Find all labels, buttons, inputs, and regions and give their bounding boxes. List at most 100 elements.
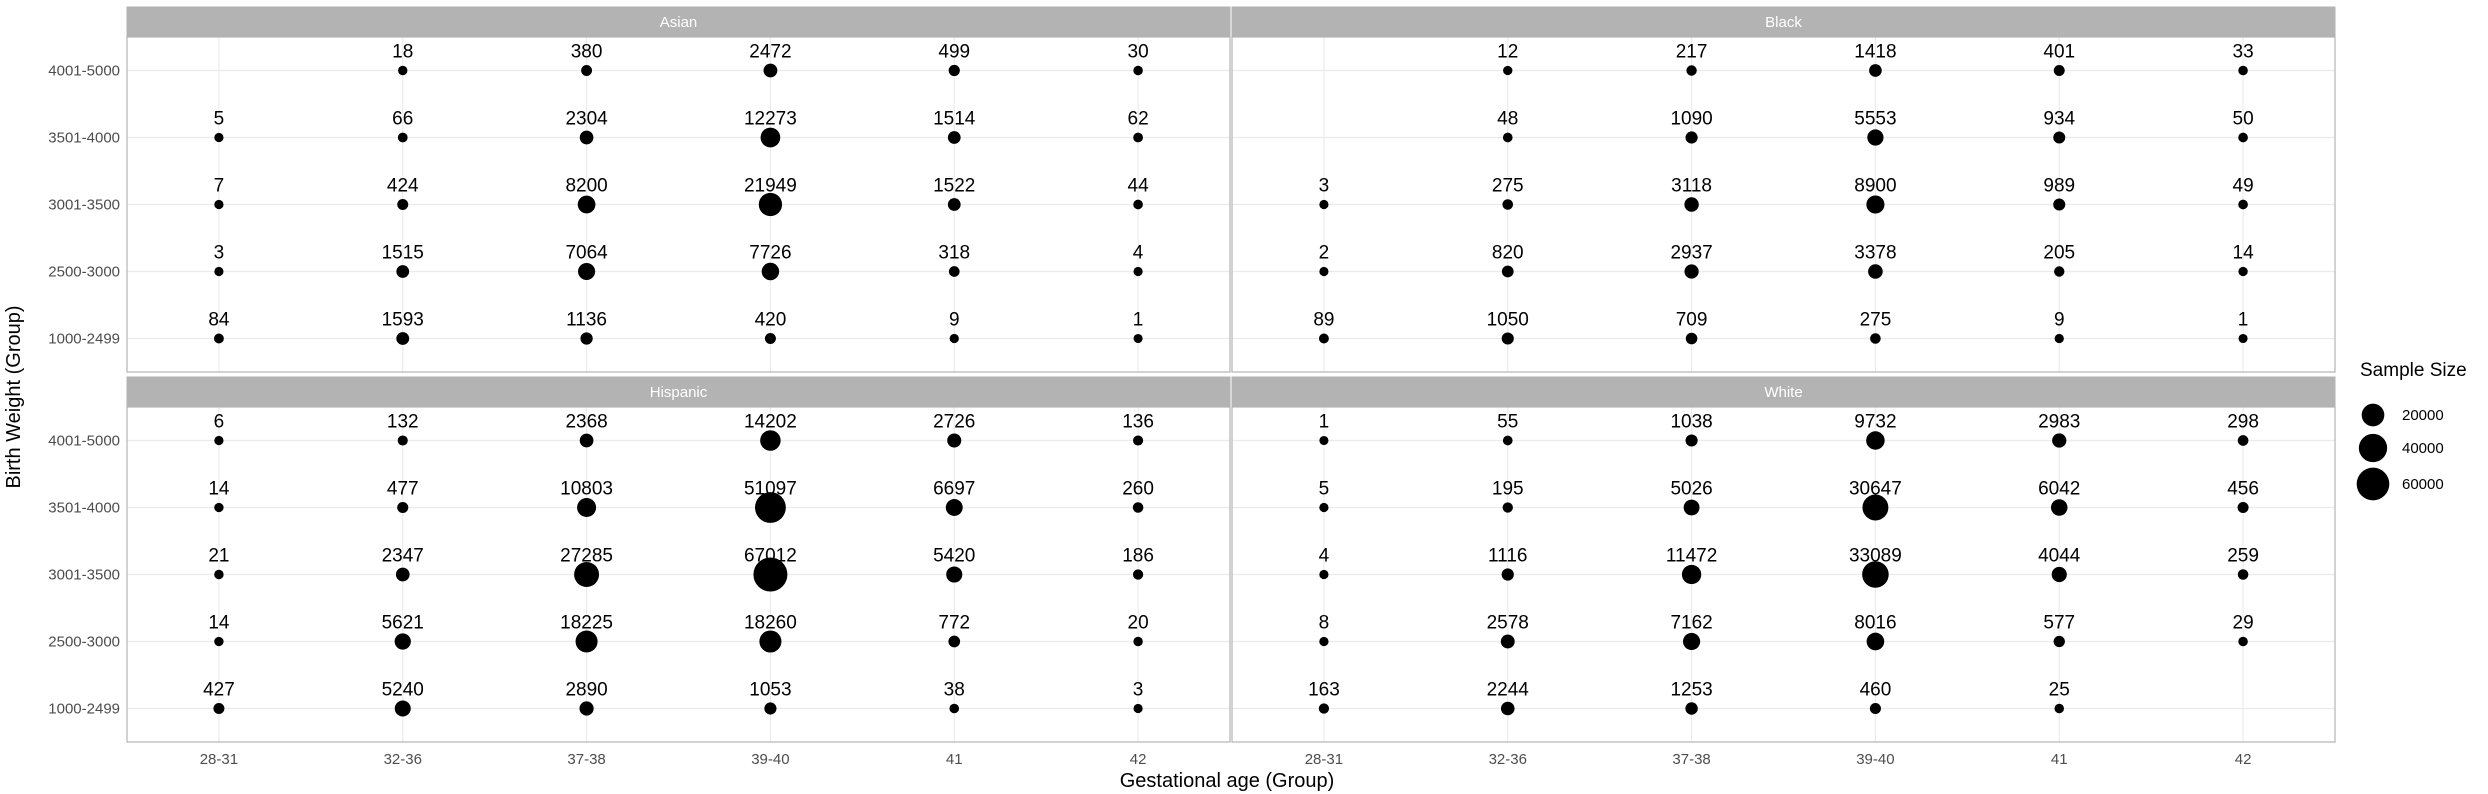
facet-strip-label: Asian (660, 14, 698, 31)
data-point (2238, 199, 2248, 210)
data-label: 51097 (744, 479, 797, 500)
data-point (1319, 569, 1329, 580)
data-label: 10803 (560, 479, 613, 500)
x-tick-label: 37-38 (567, 751, 605, 768)
data-point (1318, 333, 1329, 344)
data-label: 205 (2043, 243, 2075, 264)
data-label: 259 (2227, 546, 2259, 567)
data-label: 30647 (1849, 479, 1902, 500)
data-point (1866, 632, 1885, 651)
data-label: 2304 (565, 109, 608, 130)
data-point (1685, 702, 1698, 715)
data-point (1867, 129, 1884, 146)
facet-white: White 163 2244 1253 460 25 8 2578 7162 8016 577 29 4… (1231, 376, 2336, 768)
data-label: 1090 (1670, 109, 1712, 130)
legend-key (2361, 403, 2385, 427)
data-label: 298 (2227, 412, 2259, 433)
data-point (1133, 65, 1143, 76)
data-label: 3 (1133, 680, 1144, 701)
panel-border (1231, 406, 2336, 743)
data-label: 1136 (566, 310, 607, 331)
data-point (394, 700, 411, 717)
data-label: 2726 (933, 412, 975, 433)
data-label: 1514 (933, 109, 976, 130)
data-point (1502, 435, 1513, 446)
data-label: 4 (1319, 546, 1330, 567)
data-label: 772 (938, 613, 970, 634)
data-label: 20 (1128, 613, 1149, 634)
data-label: 1053 (749, 680, 791, 701)
data-label: 27285 (560, 546, 613, 567)
data-point (1319, 502, 1329, 513)
y-tick-label: 4001-5000 (48, 63, 120, 80)
data-label: 33 (2233, 42, 2254, 63)
data-point (578, 262, 596, 281)
data-label: 21949 (744, 176, 797, 197)
data-label: 89 (1313, 310, 1334, 331)
data-point (2238, 636, 2248, 647)
data-point (1866, 431, 1885, 450)
y-axis-title: Birth Weight (Group) (3, 305, 25, 488)
data-point (1685, 131, 1698, 144)
data-point (2051, 566, 2067, 583)
data-point (394, 633, 411, 650)
data-point (763, 63, 778, 78)
data-label: 427 (203, 680, 235, 701)
data-point (947, 198, 961, 211)
data-point (1133, 199, 1143, 210)
data-label: 1 (1133, 310, 1144, 331)
data-point (214, 636, 224, 647)
data-point (2237, 501, 2249, 514)
data-point (946, 566, 963, 583)
data-point (1686, 65, 1697, 76)
data-label: 3 (1319, 176, 1330, 197)
data-label: 3 (214, 243, 225, 264)
data-point (581, 65, 593, 76)
data-label: 2472 (749, 42, 791, 63)
data-label: 3378 (1854, 243, 1896, 264)
data-point (1683, 499, 1700, 516)
data-label: 8900 (1854, 176, 1896, 197)
data-point (949, 333, 959, 344)
data-label: 7 (214, 176, 225, 197)
data-label: 456 (2227, 479, 2259, 500)
data-label: 29 (2233, 613, 2254, 634)
data-point (945, 499, 963, 516)
data-point (1503, 65, 1513, 76)
data-point (1502, 199, 1514, 210)
data-point (1862, 494, 1889, 521)
data-label: 25 (2049, 680, 2070, 701)
data-label: 424 (387, 176, 419, 197)
data-point (1318, 703, 1330, 714)
data-label: 8200 (565, 176, 607, 197)
x-tick-label: 39-40 (1856, 751, 1894, 768)
data-label: 989 (2043, 176, 2075, 197)
data-point (753, 557, 788, 592)
data-point (1319, 636, 1329, 647)
y-tick-label: 3501-4000 (48, 130, 120, 147)
data-label: 6042 (2038, 479, 2080, 500)
data-point (754, 492, 786, 523)
data-label: 9 (2054, 310, 2065, 331)
data-label: 401 (2043, 42, 2075, 63)
data-point (214, 435, 224, 446)
data-point (2053, 635, 2065, 648)
data-point (948, 266, 960, 277)
data-label: 84 (208, 310, 230, 331)
data-label: 5621 (382, 613, 424, 634)
data-point (395, 567, 410, 582)
data-point (1500, 701, 1515, 716)
data-point (397, 132, 408, 143)
facet-strip (1231, 376, 2336, 408)
panel-border (1231, 36, 2336, 373)
data-label: 5 (1319, 479, 1330, 500)
data-point (2237, 569, 2249, 580)
data-label: 136 (1122, 412, 1154, 433)
data-point (1133, 266, 1143, 277)
data-point (2051, 499, 2068, 516)
data-label: 4044 (2038, 546, 2081, 567)
data-point (1500, 634, 1515, 649)
data-point (2053, 198, 2066, 211)
